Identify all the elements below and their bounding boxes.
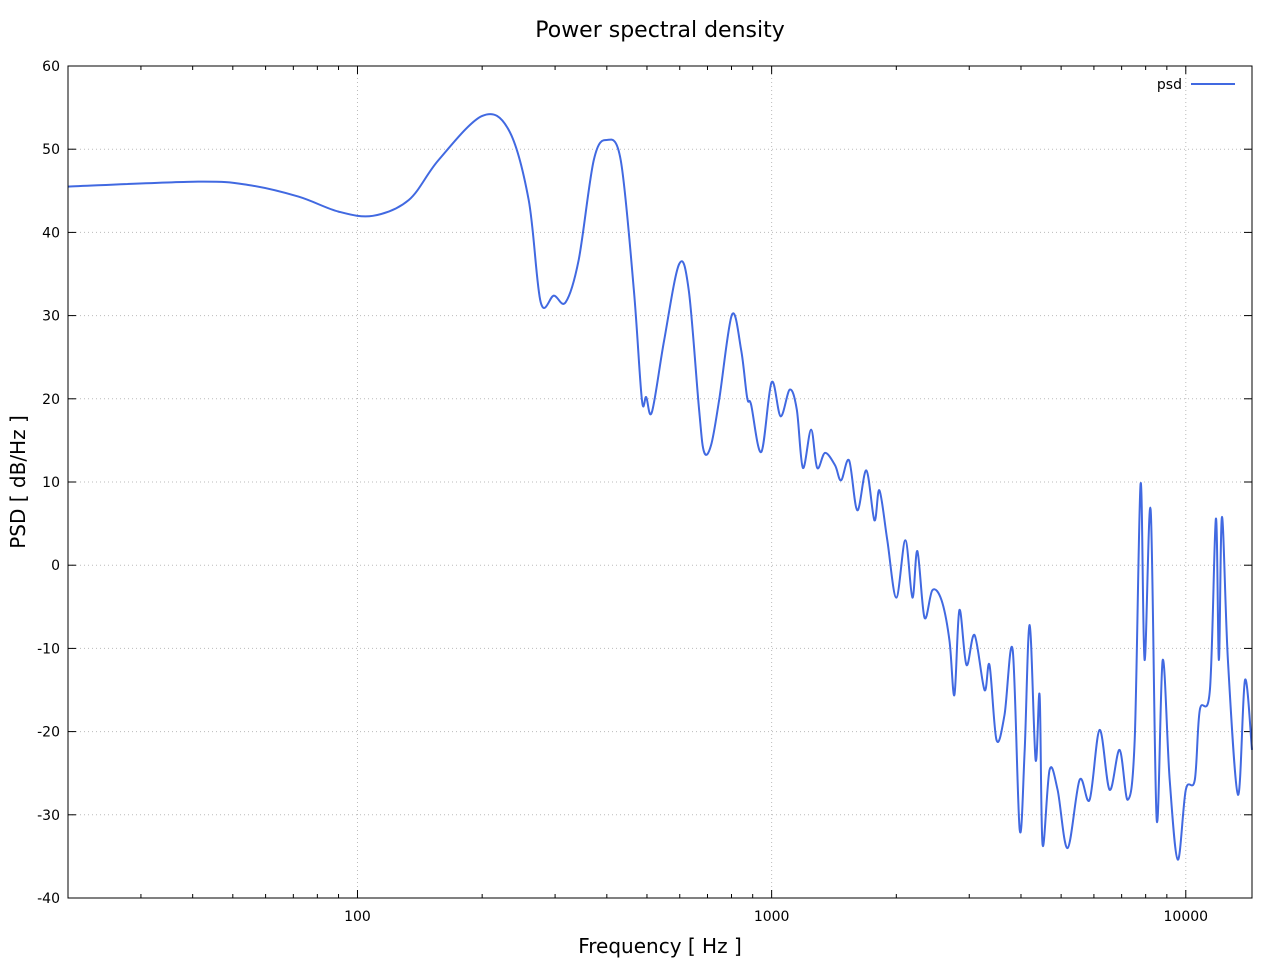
y-tick-label: 60 [42, 59, 60, 75]
y-tick-label: -20 [37, 725, 60, 741]
grid [68, 66, 1252, 898]
y-tick-label: 10 [42, 475, 60, 491]
series-line-psd [67, 113, 1253, 861]
y-tick-label: 0 [51, 558, 60, 574]
axis-ticks: -40 -30 -20 -10 0 10 20 30 40 50 60 100 1000 10000 [37, 59, 1252, 925]
y-tick-label: -40 [37, 891, 60, 907]
legend: psd [1157, 77, 1235, 93]
x-axis-label: Frequency [ Hz ] [578, 934, 742, 958]
x-tick-label: 10000 [1164, 909, 1209, 925]
plot-frame [67, 65, 1253, 899]
y-tick-label: 50 [42, 142, 60, 158]
y-tick-label: -30 [37, 808, 60, 824]
y-tick-label: 40 [42, 225, 60, 241]
x-tick-label: 1000 [754, 909, 790, 925]
y-axis-label: PSD [ dB/Hz ] [6, 415, 30, 549]
y-tick-label: -10 [37, 641, 60, 657]
chart-title: Power spectral density [535, 18, 785, 43]
y-tick-label: 20 [42, 392, 60, 408]
x-tick-label: 100 [344, 909, 371, 925]
y-tick-label: 30 [42, 309, 60, 325]
legend-label-psd: psd [1157, 77, 1182, 93]
